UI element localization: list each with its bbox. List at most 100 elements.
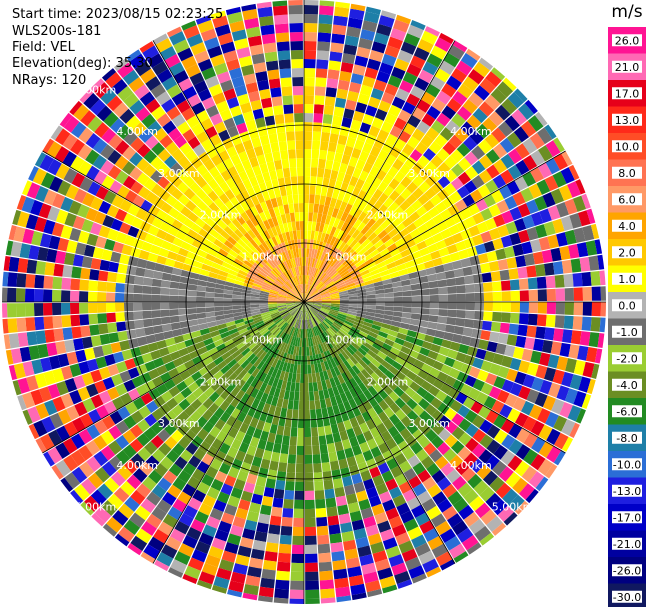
velocity-gate [312,304,322,309]
velocity-gate [165,337,176,347]
velocity-gate [319,5,334,16]
velocity-gate [475,348,487,360]
velocity-gate [308,203,314,213]
velocity-gate [356,288,367,294]
velocity-gate [439,208,452,221]
velocity-gate [250,548,265,560]
velocity-gate [133,284,143,294]
velocity-gate [305,257,309,267]
velocity-gate [320,213,327,224]
velocity-gate [497,224,510,238]
velocity-gate [184,429,197,442]
velocity-gate [308,212,314,222]
velocity-gate [532,251,544,265]
velocity-gate [328,285,337,291]
velocity-gate [152,325,164,334]
velocity-gate [324,277,332,285]
velocity-gate [446,243,458,255]
velocity-gate [362,20,378,33]
velocity-gate [309,239,314,249]
velocity-gate [341,272,351,280]
velocity-gate [474,283,484,293]
velocity-gate [455,240,467,252]
velocity-gate [451,260,463,270]
velocity-gate [349,175,359,187]
velocity-gate [324,196,332,207]
velocity-gate [486,341,498,353]
velocity-gate [581,393,592,410]
velocity-gate [361,411,372,423]
velocity-gate [304,302,311,308]
velocity-gate [5,349,14,365]
velocity-gate [304,59,316,69]
velocity-gate [268,294,278,298]
velocity-gate [322,223,329,234]
velocity-gate [379,327,390,334]
velocity-gate [561,436,574,452]
velocity-gate [315,240,321,250]
velocity-gate [241,292,251,297]
velocity-gate [269,423,278,435]
velocity-gate [355,362,365,372]
velocity-gate [348,296,358,300]
velocity-gate [409,277,420,285]
velocity-gate [341,438,352,450]
velocity-gate [356,490,368,502]
velocity-gate [306,337,309,347]
velocity-gate [454,199,468,212]
velocity-gate [462,396,476,410]
velocity-gate [111,373,124,387]
velocity-gate [172,498,187,513]
velocity-gate [70,489,84,505]
velocity-gate [512,397,526,412]
velocity-gate [368,125,381,138]
velocity-gate [333,568,348,580]
velocity-gate [488,386,502,400]
velocity-gate [102,523,118,537]
velocity-gate [198,322,209,330]
velocity-gate [443,448,457,462]
velocity-gate [406,398,418,410]
velocity-gate [470,458,485,474]
velocity-gate [573,360,586,376]
velocity-gate [17,332,29,348]
velocity-gate [187,497,202,511]
velocity-gate [293,517,304,527]
velocity-gate [517,266,528,279]
velocity-gate [315,259,320,269]
colorbar-tick-label: -21.0 [613,538,641,551]
velocity-gate [295,299,304,302]
velocity-gate [431,168,444,181]
velocity-gate [453,268,464,278]
velocity-gate [259,340,268,349]
velocity-gate [451,333,463,344]
velocity-gate [435,353,447,364]
velocity-gate [164,379,176,391]
velocity-gate [500,450,516,466]
velocity-gate [254,320,264,327]
velocity-gate [263,487,275,498]
velocity-gate [480,330,491,341]
velocity-gate [313,316,320,325]
velocity-gate [317,231,323,242]
velocity-gate [296,454,304,464]
velocity-gate [389,125,403,138]
velocity-gate [356,262,367,271]
velocity-gate [527,277,538,290]
velocity-gate [477,139,493,154]
velocity-gate [304,266,306,276]
velocity-gate [107,493,124,510]
velocity-gate [406,93,421,107]
velocity-gate [243,414,253,426]
velocity-gate [160,302,170,310]
velocity-gate [12,380,22,396]
velocity-gate [541,340,553,354]
velocity-gate [526,325,537,338]
velocity-gate [357,307,367,312]
velocity-gate [7,287,17,302]
velocity-gate [430,250,441,260]
velocity-gate [362,449,374,462]
velocity-gate [41,416,56,433]
velocity-gate [337,134,348,146]
velocity-gate [258,326,268,334]
